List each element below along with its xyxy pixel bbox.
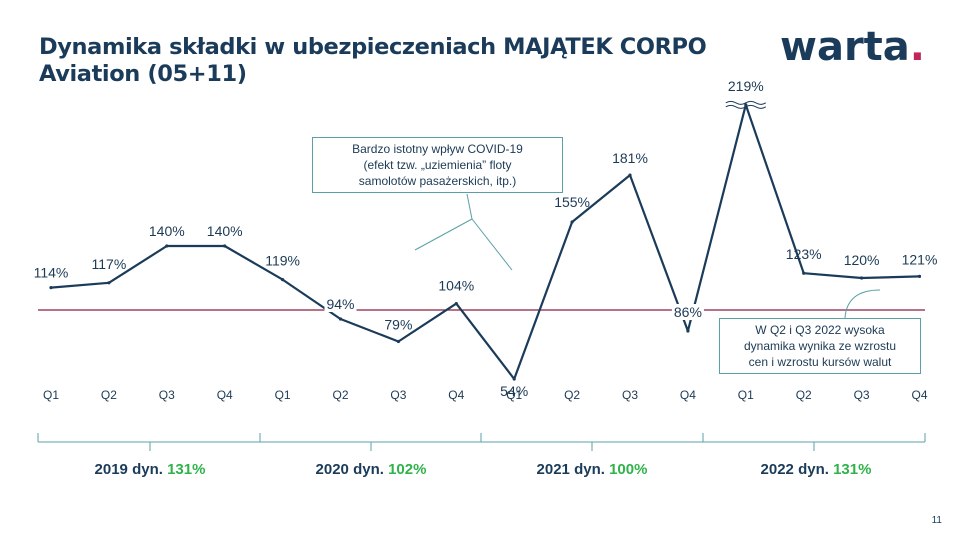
data-label: 119% [265, 253, 300, 269]
title-line-1: Dynamika składki w ubezpieczeniach MAJĄT… [39, 34, 707, 60]
year-summary-2020: 2020 dyn. 102% [271, 461, 471, 478]
year-label-2021: 2021 dyn. [536, 461, 605, 478]
year-summary-2019: 2019 dyn. 131% [50, 461, 250, 478]
x-tick-label: Q4 [448, 388, 464, 402]
data-label: 219% [728, 78, 764, 94]
x-tick-label: Q3 [622, 388, 638, 402]
x-tick-label: Q1 [43, 388, 59, 402]
data-point [107, 281, 111, 285]
x-tick-label: Q1 [506, 388, 522, 402]
data-point [281, 278, 285, 282]
data-point [49, 286, 53, 290]
x-tick-label: Q2 [101, 388, 117, 402]
price-fx-annotation: W Q2 i Q3 2022 wysoka dynamika wynika ze… [719, 318, 921, 374]
data-point [744, 103, 748, 107]
title-line-2: Aviation (05+11) [39, 61, 247, 87]
data-label: 117% [92, 256, 127, 272]
x-tick-label: Q4 [217, 388, 233, 402]
axis-break-mark [725, 100, 767, 105]
data-label: 120% [844, 252, 880, 268]
x-tick-label: Q4 [911, 388, 927, 402]
series-line [50, 103, 920, 381]
covid-annotation-line-1: Bardzo istotny wpływ COVID-19 [352, 142, 523, 156]
x-tick-label: Q3 [854, 388, 870, 402]
x-tick-label: Q1 [275, 388, 291, 402]
data-label: 121% [902, 251, 938, 267]
price-fx-annotation-line-1: W Q2 i Q3 2022 wysoka [755, 323, 885, 337]
data-point [628, 173, 632, 177]
data-label-background [671, 304, 704, 320]
covid-annotation-line-3: samolotów pasażerskich, itp.) [358, 174, 517, 188]
data-label: 79% [384, 317, 412, 333]
year-label-2020: 2020 dyn. [315, 461, 384, 478]
year-value-2020: 102% [388, 461, 427, 478]
covid-annotation: Bardzo istotny wpływ COVID-19 (efekt tzw… [312, 137, 563, 193]
data-label: 114% [34, 265, 69, 281]
data-label: 181% [612, 150, 648, 166]
data-point [802, 271, 806, 275]
year-label-2022: 2022 dyn. [760, 461, 829, 478]
data-label: 140% [149, 223, 185, 239]
page-number: 11 [931, 515, 942, 526]
year-value-2021: 100% [609, 461, 648, 478]
data-label: 155% [554, 194, 590, 210]
data-point [223, 244, 227, 248]
x-tick-label: Q3 [159, 388, 175, 402]
data-point [860, 276, 864, 280]
price-fx-annotation-line-2: dynamika wynika ze wzrostu [743, 339, 897, 353]
logo-text: warta [780, 24, 910, 70]
data-point [396, 339, 400, 344]
data-label-background [324, 296, 357, 312]
data-point [454, 302, 458, 306]
data-point [570, 220, 574, 224]
year-label-2019: 2019 dyn. [94, 461, 163, 478]
data-label: 123% [786, 246, 822, 262]
price-fx-annotation-line-3: cen i wzrostu kursów walut [748, 355, 892, 369]
x-tick-label: Q2 [796, 388, 812, 402]
covid-callout-line [471, 218, 513, 271]
x-tick-label: Q3 [390, 388, 406, 402]
x-tick-label: Q2 [564, 388, 580, 402]
data-point [338, 317, 343, 321]
fx-callout-line [844, 289, 881, 319]
data-label: 86% [674, 304, 702, 320]
data-label-background [498, 383, 531, 399]
warta-logo: warta. [780, 24, 925, 70]
year-summary-2022: 2022 dyn. 131% [716, 461, 916, 478]
data-label: 140% [207, 223, 243, 239]
data-point [165, 244, 169, 248]
x-tick-label: Q1 [738, 388, 754, 402]
x-tick-label: Q2 [332, 388, 348, 402]
page-title: Dynamika składki w ubezpieczeniach MAJĄT… [39, 34, 739, 88]
data-point [917, 274, 922, 278]
axis-break-mark [725, 104, 767, 109]
data-label: 94% [326, 296, 354, 312]
logo-dot: . [909, 24, 925, 70]
x-tick-label: Q4 [680, 388, 696, 402]
covid-callout-line [414, 218, 473, 251]
covid-callout-stem [466, 193, 473, 220]
year-value-2022: 131% [833, 461, 872, 478]
year-summary-2021: 2021 dyn. 100% [492, 461, 692, 478]
data-label: 104% [438, 278, 474, 294]
year-value-2019: 131% [167, 461, 206, 478]
covid-annotation-line-2: (efekt tzw. „uziemienia” floty [363, 158, 512, 172]
data-point [512, 377, 516, 381]
data-point [686, 329, 690, 333]
data-label: 54% [500, 383, 528, 399]
